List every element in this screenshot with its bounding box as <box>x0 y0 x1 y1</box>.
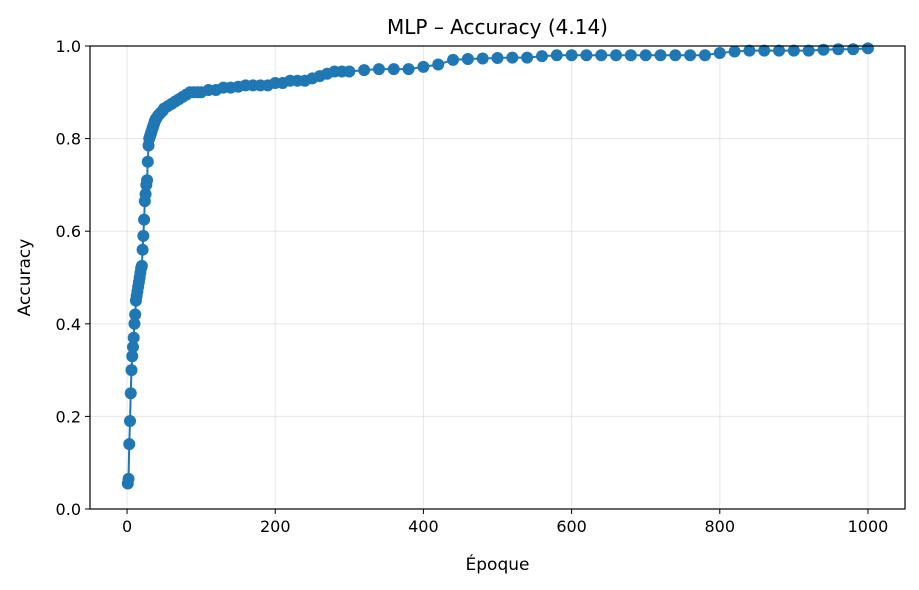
data-point <box>124 415 137 428</box>
data-point <box>358 64 371 77</box>
data-point <box>123 438 136 451</box>
data-point <box>758 44 771 57</box>
data-point <box>136 243 149 256</box>
y-tick-label: 0.2 <box>56 407 81 426</box>
data-point <box>139 188 152 201</box>
y-axis-label: Accuracy <box>15 239 35 317</box>
data-point <box>698 49 711 62</box>
data-point <box>669 49 682 62</box>
y-tick-label: 0.8 <box>56 130 81 149</box>
data-point <box>595 49 608 62</box>
data-point <box>137 229 150 242</box>
x-tick-label: 800 <box>704 517 735 536</box>
data-point <box>861 42 874 55</box>
y-tick-label: 0.0 <box>56 500 81 519</box>
data-point <box>343 65 356 78</box>
series-layer <box>121 42 874 490</box>
y-tick-label: 0.4 <box>56 315 81 334</box>
data-point <box>138 213 151 226</box>
data-point <box>550 49 563 62</box>
data-point <box>743 44 756 57</box>
data-point <box>476 52 489 65</box>
y-tick-label: 1.0 <box>56 37 81 56</box>
data-point <box>580 49 593 62</box>
data-point <box>387 63 400 76</box>
y-tick-label: 0.6 <box>56 222 81 241</box>
data-point <box>802 44 815 57</box>
x-tick-label: 600 <box>556 517 587 536</box>
x-tick-label: 0 <box>122 517 132 536</box>
data-point <box>847 43 860 56</box>
data-point <box>832 43 845 56</box>
data-point <box>639 49 652 62</box>
data-point <box>654 49 667 62</box>
data-point <box>817 43 830 56</box>
data-point <box>728 45 741 58</box>
x-axis-label: Époque <box>466 553 530 575</box>
data-point <box>122 472 135 485</box>
data-point <box>684 49 697 62</box>
data-point <box>773 44 786 57</box>
data-point <box>624 49 637 62</box>
data-point <box>713 46 726 59</box>
data-point <box>129 308 142 321</box>
data-point <box>141 155 154 168</box>
plot-frame <box>89 45 906 510</box>
data-point <box>787 44 800 57</box>
data-point <box>461 52 474 65</box>
data-point <box>447 53 460 66</box>
data-point <box>135 259 148 272</box>
ticks: 0 200 400 600 800 1000 0.0 0.2 0.4 0.6 0.8 1.0 <box>56 37 889 536</box>
data-point <box>521 51 534 64</box>
x-tick-label: 200 <box>260 517 291 536</box>
data-point <box>128 317 141 330</box>
data-point <box>432 58 445 71</box>
chart-title: MLP – Accuracy (4.14) <box>387 15 608 39</box>
data-point <box>491 52 504 65</box>
data-point <box>565 49 578 62</box>
data-point <box>127 331 140 344</box>
x-tick-label: 400 <box>408 517 439 536</box>
data-point <box>372 63 385 76</box>
data-point <box>535 50 548 63</box>
data-point <box>126 340 139 353</box>
data-point <box>417 60 430 73</box>
data-point <box>506 51 519 64</box>
x-tick-label: 1000 <box>848 517 889 536</box>
data-point <box>141 174 154 187</box>
data-point <box>610 49 623 62</box>
data-point <box>125 364 138 377</box>
data-point <box>124 387 137 400</box>
data-point <box>402 63 415 76</box>
data-point <box>126 350 139 363</box>
